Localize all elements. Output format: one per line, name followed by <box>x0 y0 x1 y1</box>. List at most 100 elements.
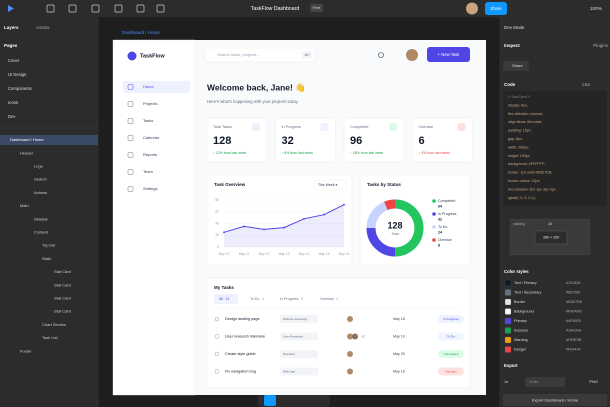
nav-item[interactable]: Settings <box>143 186 157 191</box>
search-box <box>204 47 316 63</box>
nav-item[interactable]: Projects <box>143 101 157 106</box>
x-tick-label: May 16 <box>339 252 350 256</box>
tab-name[interactable]: To Do <box>250 297 259 301</box>
sidebar <box>112 39 196 396</box>
status-badge <box>438 332 464 341</box>
layer-item[interactable]: Stat Card <box>54 309 71 314</box>
layer-item[interactable]: Main <box>20 203 29 208</box>
donut-segment <box>394 199 424 257</box>
task-status: Completed <box>444 352 459 356</box>
stat-icon <box>389 123 397 131</box>
point <box>223 231 225 234</box>
layer-item[interactable]: Stat Card <box>54 295 71 300</box>
legend-value: 24 <box>438 230 442 234</box>
layer-item[interactable]: Stats <box>42 256 51 261</box>
layer-item[interactable]: Dashboard / Home <box>10 137 44 142</box>
x-tick-label: May 15 <box>319 252 330 256</box>
avatar <box>352 333 358 340</box>
nav-item[interactable]: Calendar <box>143 135 160 140</box>
layer-item[interactable]: Search <box>34 177 47 182</box>
tab-name[interactable]: Overdue <box>320 297 334 301</box>
suffix-field[interactable] <box>525 377 565 387</box>
tool-icon[interactable] <box>91 4 100 13</box>
layer-item[interactable]: Stat Card <box>54 282 71 287</box>
project-tag <box>280 332 318 341</box>
checkbox[interactable] <box>214 334 220 339</box>
x-tick-label: May 10 <box>219 252 230 256</box>
tab-name[interactable]: All <box>219 297 223 301</box>
tool-icon[interactable] <box>68 4 77 13</box>
export-scale: 1x <box>504 379 508 384</box>
stat-value: 128 <box>213 135 231 147</box>
layer-item[interactable]: Actions <box>34 190 47 195</box>
code-line: display: flex; <box>508 103 528 107</box>
task-date: May 20 <box>393 352 405 356</box>
page-item[interactable]: Cover <box>8 58 20 63</box>
right-panel <box>500 17 610 407</box>
nav-icon <box>127 169 134 175</box>
legend-value: 64 <box>438 204 442 208</box>
layer-item[interactable]: Header <box>20 150 34 155</box>
color-swatch <box>504 346 512 353</box>
mode-title: Dev Mode <box>504 25 525 30</box>
layer-item[interactable]: Content <box>34 229 49 234</box>
tool-icon[interactable] <box>114 4 123 13</box>
tool-active[interactable] <box>264 395 276 406</box>
task-status: In Progress <box>443 317 459 321</box>
nav-item[interactable]: Home <box>143 84 154 89</box>
nav-item[interactable]: Tasks <box>143 118 153 123</box>
stat-change: ↑ 18% from last week <box>350 151 384 155</box>
box-label: padding <box>513 222 525 226</box>
color-hex: #F04444 <box>566 347 581 351</box>
point <box>263 228 265 231</box>
color-name: Background <box>514 309 534 313</box>
box-model-inner <box>534 230 568 245</box>
export-button[interactable] <box>503 394 607 406</box>
code-line: align-items: flex-start; <box>508 120 542 124</box>
legend-swatch <box>432 199 436 203</box>
page-item[interactable]: Dev <box>8 114 16 119</box>
colors-title: Color styles <box>504 269 529 274</box>
stat-label: In Progress <box>282 125 302 129</box>
layer-item[interactable]: Task List <box>42 335 58 340</box>
share-button[interactable] <box>485 2 507 15</box>
checkbox[interactable] <box>214 351 220 357</box>
layer-item[interactable]: Stat Card <box>54 269 71 274</box>
color-hex: #667085 <box>566 290 580 294</box>
export-title: Export <box>504 363 518 368</box>
period-select[interactable] <box>313 179 347 191</box>
new-task-button[interactable] <box>427 47 470 62</box>
tool-icon[interactable] <box>156 4 165 13</box>
tool-icon[interactable] <box>46 4 55 13</box>
tab-name[interactable]: In Progress <box>280 297 299 301</box>
page-item[interactable]: UI Design <box>8 72 27 77</box>
task-date: May 16 <box>393 369 405 373</box>
status-badge <box>438 350 464 358</box>
avatar <box>347 368 353 375</box>
layer-item[interactable]: Chart Section <box>42 322 66 327</box>
checkbox[interactable] <box>214 316 220 322</box>
page-item[interactable]: Icons <box>8 100 18 105</box>
tool-icon[interactable] <box>136 4 145 13</box>
layer-item[interactable]: Footer <box>20 348 32 353</box>
color-hex: #16A34A <box>566 328 582 332</box>
donut-segment <box>366 201 388 229</box>
nav-item[interactable]: Reports <box>143 152 157 157</box>
layer-item[interactable]: Top bar <box>42 243 56 248</box>
share-chip[interactable] <box>503 61 529 71</box>
stat-label: Completed <box>350 125 368 129</box>
shortcut: ⌘K <box>304 53 310 57</box>
layer-selected <box>0 135 98 145</box>
page-item[interactable]: Components <box>8 86 32 91</box>
project-tag <box>280 350 318 358</box>
export-suffix: Suffix <box>529 380 539 384</box>
tab-count: 3 <box>336 297 338 301</box>
project-tag <box>280 367 318 376</box>
point <box>303 217 305 220</box>
nav-item[interactable]: Team <box>143 169 153 174</box>
layer-item[interactable]: Logo <box>34 163 44 168</box>
checkbox[interactable] <box>214 369 220 374</box>
code-line: /* Stat Card */ <box>508 95 530 99</box>
layer-item[interactable]: Sidebar <box>34 216 48 221</box>
